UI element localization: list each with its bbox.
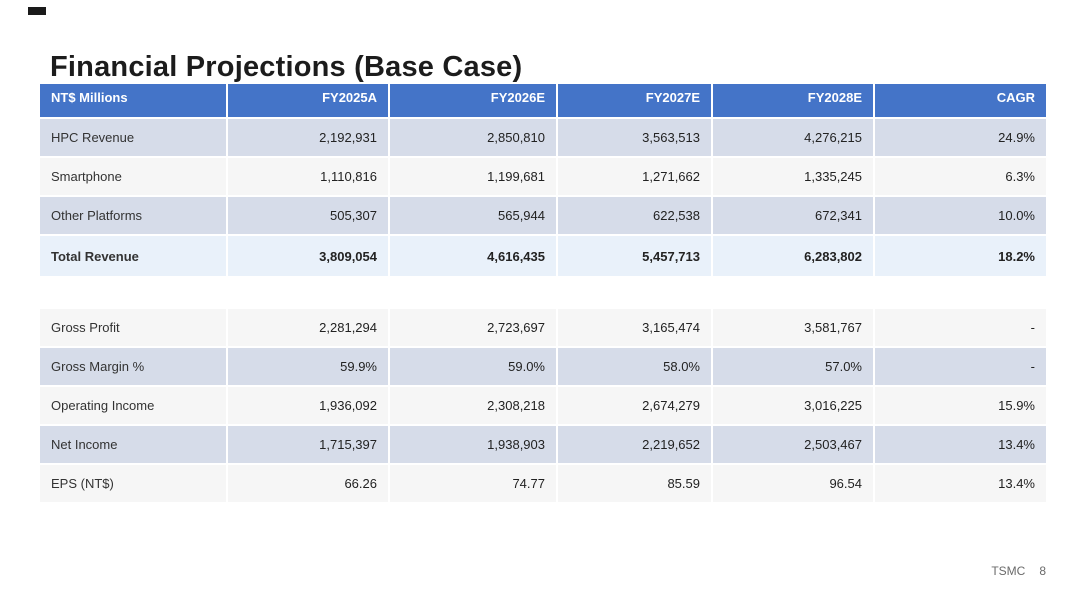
cell-value: 2,219,652 — [558, 426, 711, 463]
cell-value: 13.4% — [875, 426, 1046, 463]
column-header: FY2025A — [228, 84, 388, 117]
cell-value: 2,192,931 — [228, 119, 388, 156]
cell-value: 3,165,474 — [558, 309, 711, 346]
cell-value: 4,616,435 — [390, 236, 556, 276]
column-header: FY2027E — [558, 84, 711, 117]
cell-value: 66.26 — [228, 465, 388, 502]
cell-value: 3,809,054 — [228, 236, 388, 276]
cell-value: 24.9% — [875, 119, 1046, 156]
column-header: FY2026E — [390, 84, 556, 117]
table-header-row: NT$ Millions FY2025A FY2026E FY2027E FY2… — [40, 84, 1048, 117]
footer-brand: TSMC — [991, 564, 1026, 578]
cell-value: 1,936,092 — [228, 387, 388, 424]
table-row: Gross Margin % 59.9% 59.0% 58.0% 57.0% - — [40, 348, 1048, 385]
row-label: Total Revenue — [40, 236, 226, 276]
row-label: Smartphone — [40, 158, 226, 195]
cell-value: - — [875, 348, 1046, 385]
cell-value: 2,674,279 — [558, 387, 711, 424]
cell-value: 672,341 — [713, 197, 873, 234]
cell-value: 58.0% — [558, 348, 711, 385]
table-row-total: Total Revenue 3,809,054 4,616,435 5,457,… — [40, 236, 1048, 276]
table-row: HPC Revenue 2,192,931 2,850,810 3,563,51… — [40, 119, 1048, 156]
cell-value: 74.77 — [390, 465, 556, 502]
slide-title: Financial Projections (Base Case) — [50, 51, 523, 84]
cell-value: 3,016,225 — [713, 387, 873, 424]
cell-value: 13.4% — [875, 465, 1046, 502]
cell-value: 1,938,903 — [390, 426, 556, 463]
cell-value: 57.0% — [713, 348, 873, 385]
cell-value: 2,308,218 — [390, 387, 556, 424]
footer: TSMC 8 — [991, 564, 1046, 578]
cell-value: 4,276,215 — [713, 119, 873, 156]
profit-table: Gross Profit 2,281,294 2,723,697 3,165,4… — [40, 309, 1048, 504]
cell-value: 565,944 — [390, 197, 556, 234]
row-label: HPC Revenue — [40, 119, 226, 156]
cell-value: 18.2% — [875, 236, 1046, 276]
cell-value: 6.3% — [875, 158, 1046, 195]
table-row: Net Income 1,715,397 1,938,903 2,219,652… — [40, 426, 1048, 463]
cell-value: 505,307 — [228, 197, 388, 234]
cell-value: 1,335,245 — [713, 158, 873, 195]
row-label: Other Platforms — [40, 197, 226, 234]
corner-mark — [28, 7, 46, 15]
cell-value: 5,457,713 — [558, 236, 711, 276]
row-label: Gross Profit — [40, 309, 226, 346]
cell-value: 2,281,294 — [228, 309, 388, 346]
cell-value: 3,563,513 — [558, 119, 711, 156]
cell-value: 2,723,697 — [390, 309, 556, 346]
row-label: EPS (NT$) — [40, 465, 226, 502]
row-label: Gross Margin % — [40, 348, 226, 385]
cell-value: 1,199,681 — [390, 158, 556, 195]
cell-value: 1,271,662 — [558, 158, 711, 195]
row-label: Operating Income — [40, 387, 226, 424]
table-row: EPS (NT$) 66.26 74.77 85.59 96.54 13.4% — [40, 465, 1048, 502]
cell-value: 1,715,397 — [228, 426, 388, 463]
row-label: Net Income — [40, 426, 226, 463]
cell-value: 1,110,816 — [228, 158, 388, 195]
cell-value: 10.0% — [875, 197, 1046, 234]
cell-value: 85.59 — [558, 465, 711, 502]
cell-value: 15.9% — [875, 387, 1046, 424]
column-header: FY2028E — [713, 84, 873, 117]
cell-value: - — [875, 309, 1046, 346]
cell-value: 3,581,767 — [713, 309, 873, 346]
table-row: Operating Income 1,936,092 2,308,218 2,6… — [40, 387, 1048, 424]
table-row: Smartphone 1,110,816 1,199,681 1,271,662… — [40, 158, 1048, 195]
column-header: NT$ Millions — [40, 84, 226, 117]
cell-value: 2,503,467 — [713, 426, 873, 463]
table-row: Gross Profit 2,281,294 2,723,697 3,165,4… — [40, 309, 1048, 346]
cell-value: 622,538 — [558, 197, 711, 234]
cell-value: 59.0% — [390, 348, 556, 385]
table-row: Other Platforms 505,307 565,944 622,538 … — [40, 197, 1048, 234]
cell-value: 96.54 — [713, 465, 873, 502]
cell-value: 6,283,802 — [713, 236, 873, 276]
cell-value: 59.9% — [228, 348, 388, 385]
cell-value: 2,850,810 — [390, 119, 556, 156]
column-header: CAGR — [875, 84, 1046, 117]
page-number: 8 — [1039, 564, 1046, 578]
revenue-table: NT$ Millions FY2025A FY2026E FY2027E FY2… — [40, 84, 1048, 278]
